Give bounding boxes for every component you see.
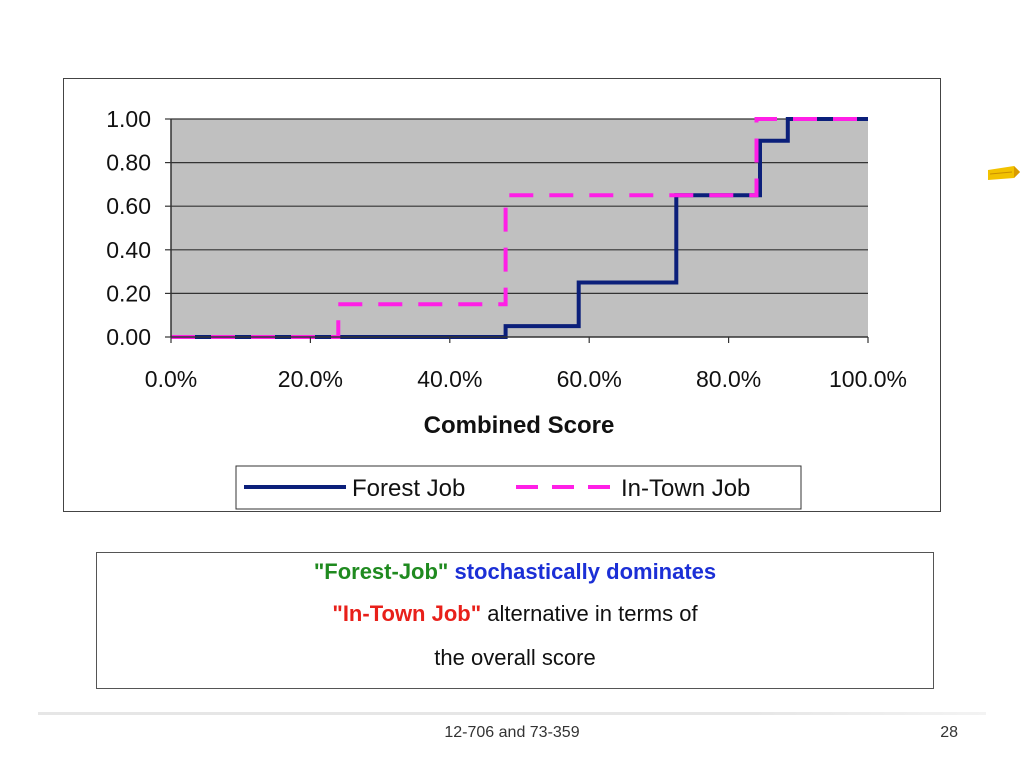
x-tick-label: 80.0% [696, 366, 761, 392]
y-tick-label: 0.60 [106, 193, 151, 219]
pencil-icon [988, 166, 1020, 180]
note-in-town-job: "In-Town Job" [332, 601, 482, 626]
note-line-2: "In-Town Job" alternative in terms of [97, 601, 933, 627]
note-dominates: stochastically dominates [454, 559, 717, 584]
legend-label-in-town-job: In-Town Job [621, 475, 750, 502]
note-forest-job: "Forest-Job" [313, 559, 449, 584]
x-tick-label: 20.0% [278, 366, 343, 392]
y-tick-label: 0.40 [106, 237, 151, 263]
footer-divider [38, 712, 986, 715]
note-line-1: "Forest-Job" stochastically dominates [97, 559, 933, 585]
x-tick-label: 0.0% [145, 366, 197, 392]
x-tick-label: 40.0% [417, 366, 482, 392]
y-tick-label: 0.80 [106, 150, 151, 176]
y-tick-label: 0.00 [106, 324, 151, 350]
plot-area [171, 119, 868, 337]
chart-svg: 0.00 0.20 0.40 0.60 0.80 1.00 0.0% 20.0% 40.0% 6… [106, 106, 907, 510]
x-axis-title: Combined Score [424, 412, 615, 439]
note-line-3: the overall score [434, 645, 596, 670]
page-number: 28 [940, 724, 958, 741]
footer-course: 12-706 and 73-359 [444, 724, 580, 741]
y-tick-label: 0.20 [106, 280, 151, 306]
series-line-forest-job [171, 117, 868, 339]
series-line-in-town-job [171, 117, 868, 339]
chart-frame: 0.00 0.20 0.40 0.60 0.80 1.00 0.0% 20.0% 40.0% 6… [63, 78, 941, 512]
legend-label-forest-job: Forest Job [352, 475, 465, 502]
legend: Forest Job In-Town Job [235, 465, 802, 510]
conclusion-note: "Forest-Job" stochastically dominates "I… [96, 552, 934, 689]
y-tick-label: 1.00 [106, 106, 151, 132]
x-tick-label: 100.0% [829, 366, 907, 392]
x-tick-label: 60.0% [557, 366, 622, 392]
note-alternative: alternative in terms of [487, 601, 698, 626]
